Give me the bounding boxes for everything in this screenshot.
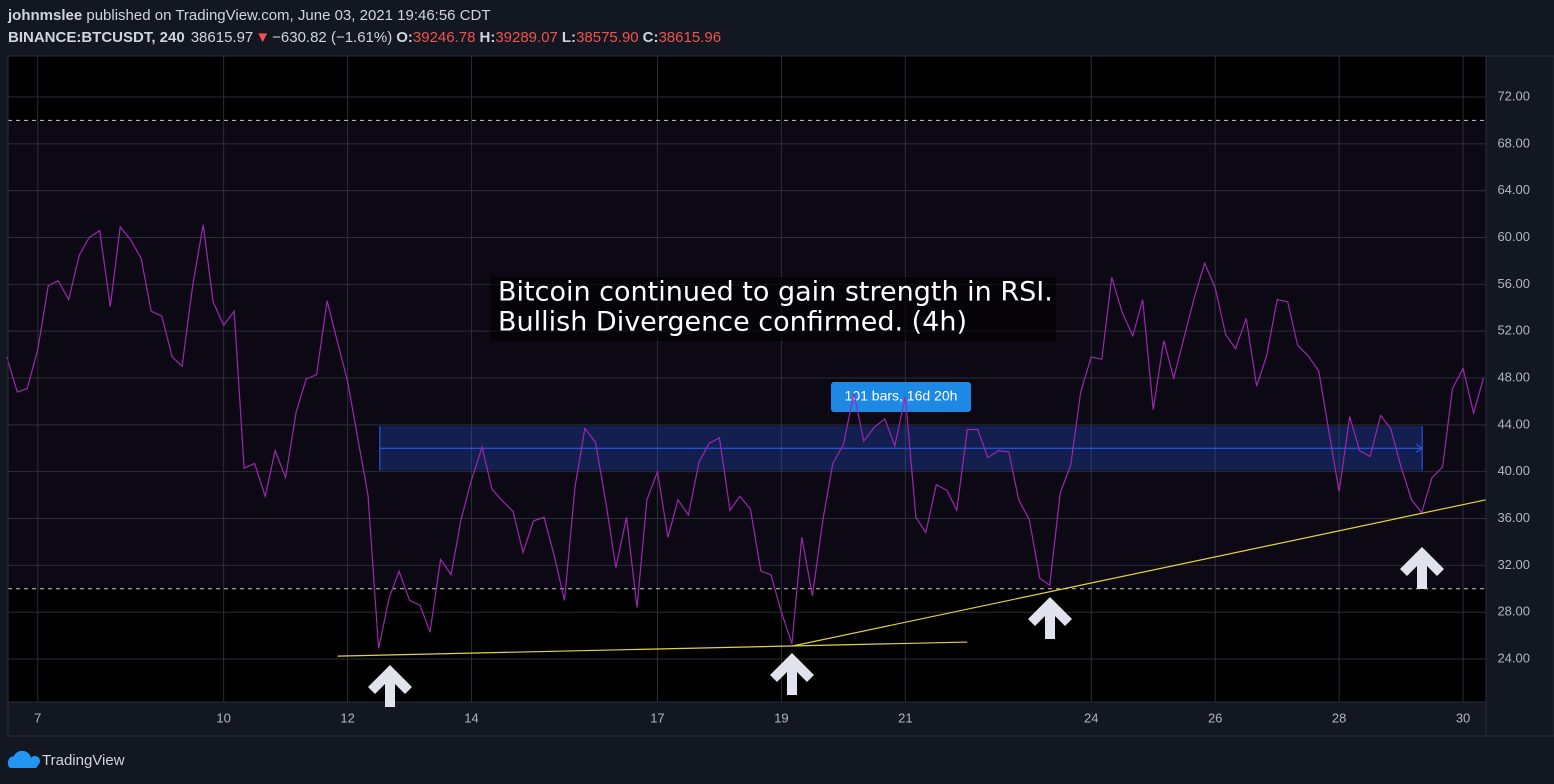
ohlc-value: 39289.07 xyxy=(495,29,558,46)
arrows xyxy=(368,547,1444,707)
y-tick-label: 72.00 xyxy=(1497,88,1530,103)
annotation: Bitcoin continued to gain strength in RS… xyxy=(498,277,1053,308)
down-icon: ▼ xyxy=(255,29,270,46)
trendline xyxy=(337,641,968,657)
ohlc-label: L: xyxy=(562,29,576,46)
x-tick-label: 28 xyxy=(1332,710,1346,725)
author: johnmslee xyxy=(7,7,82,24)
published: published on TradingView.com, June 03, 2… xyxy=(86,7,490,24)
x-tick-label: 7 xyxy=(34,710,41,725)
brand-name: TradingView xyxy=(42,752,125,769)
x-tick-label: 24 xyxy=(1084,710,1098,725)
change: −630.82 (−1.61%) xyxy=(272,29,392,46)
y-tick-label: 48.00 xyxy=(1497,369,1530,384)
up-arrow xyxy=(1400,547,1444,589)
header-line-2: BINANCE:BTCUSDT, 240 38615.97 ▼ −630.82 (−1… xyxy=(8,29,721,46)
header-line-1: johnmslee published on TradingView.com, … xyxy=(7,7,491,24)
up-arrow xyxy=(368,665,412,707)
y-tick-label: 56.00 xyxy=(1497,276,1530,291)
x-tick-label: 10 xyxy=(216,710,230,725)
plot: 101 bars, 16d 20h Bitcoin continued to ga… xyxy=(6,56,1487,702)
range-label: 101 bars, 16d 20h xyxy=(845,388,958,404)
y-tick-label: 52.00 xyxy=(1497,323,1530,338)
y-tick-label: 60.00 xyxy=(1497,229,1530,244)
y-tick-label: 44.00 xyxy=(1497,416,1530,431)
x-tick-label: 21 xyxy=(898,710,912,725)
y-tick-label: 36.00 xyxy=(1497,510,1530,525)
y-tick-label: 40.00 xyxy=(1497,463,1530,478)
up-arrow xyxy=(770,653,814,695)
ohlc-value: 39246.78 xyxy=(413,29,476,46)
ohlc-label: C: xyxy=(643,29,659,46)
annotation-bg xyxy=(490,277,1056,341)
x-tick-label: 12 xyxy=(340,710,354,725)
x-tick-label: 26 xyxy=(1208,710,1222,725)
y-tick-label: 28.00 xyxy=(1497,604,1530,619)
plot-bg xyxy=(8,56,1486,702)
up-arrow xyxy=(1028,597,1072,639)
frame xyxy=(7,55,1554,737)
logo xyxy=(7,750,40,768)
y-tick-label: 64.00 xyxy=(1497,182,1530,197)
ohlc-label: O: xyxy=(396,29,413,46)
ohlc-value: 38615.96 xyxy=(658,29,721,46)
x-tick-label: 19 xyxy=(774,710,788,725)
rsi-line xyxy=(6,224,1485,649)
y-tick-label: 24.00 xyxy=(1497,650,1530,665)
x-tick-label: 17 xyxy=(650,710,664,725)
range-label-bg xyxy=(830,382,971,413)
trendline xyxy=(791,499,1487,647)
annotation: Bullish Divergence confirmed. (4h) xyxy=(498,307,967,338)
y-tick-label: 68.00 xyxy=(1497,135,1530,150)
x-tick-label: 14 xyxy=(464,710,478,725)
ohlc-label: H: xyxy=(479,29,495,46)
ohlc-value: 38575.90 xyxy=(576,29,639,46)
brand: TradingView xyxy=(7,750,125,769)
x-tick-label: 30 xyxy=(1456,710,1470,725)
symbol: BINANCE:BTCUSDT, 240 xyxy=(8,29,185,46)
last: 38615.97 xyxy=(191,29,254,46)
rsi-band xyxy=(8,120,1486,589)
y-tick-label: 32.00 xyxy=(1497,557,1530,572)
